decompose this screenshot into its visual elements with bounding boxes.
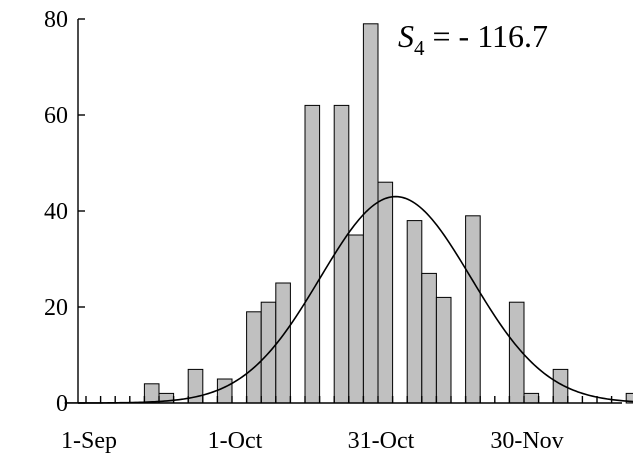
annotation-value: = - 116.7 [425, 18, 549, 54]
y-tick-labels: 0 20 40 60 80 [44, 7, 68, 417]
y-tick-label-40: 40 [44, 199, 68, 225]
bar-26-Oct [377, 181, 394, 404]
bar-1-Nov [406, 220, 423, 404]
x-tick-label-1-Sep: 1-Sep [61, 428, 117, 454]
y-tick-label-80: 80 [44, 7, 68, 33]
axes [77, 18, 622, 404]
annotation-symbol: S [398, 18, 414, 54]
skewness-annotation: S4 = - 116.7 [398, 18, 548, 60]
annotation-subscript: 4 [414, 36, 425, 60]
y-tick-label-0: 0 [56, 391, 68, 417]
bar-7-Nov [435, 296, 452, 404]
histogram-bars [143, 23, 633, 404]
y-tick-label-20: 20 [44, 295, 68, 321]
bar-20-Oct [348, 234, 364, 404]
bar-29-Sep [246, 311, 262, 404]
bar-8-Sep [143, 383, 160, 404]
bar-4-Nov [421, 272, 437, 404]
x-tick-label-31-Oct: 31-Oct [348, 428, 415, 454]
x-tick-label-30-Nov: 30-Nov [490, 428, 563, 454]
bar-16-Dec [625, 392, 633, 404]
bar-13-Nov [465, 215, 481, 404]
bar-17-Oct [333, 104, 350, 404]
bar-11-Oct [304, 104, 321, 404]
fit-curve [64, 195, 633, 404]
x-tick-label-1-Oct: 1-Oct [208, 428, 263, 454]
y-tick-label-60: 60 [44, 103, 68, 129]
bar-23-Sep [216, 378, 233, 404]
bar-25-Nov [523, 392, 540, 404]
x-tick-labels: 1-Sep 1-Oct 31-Oct 30-Nov [61, 428, 564, 454]
